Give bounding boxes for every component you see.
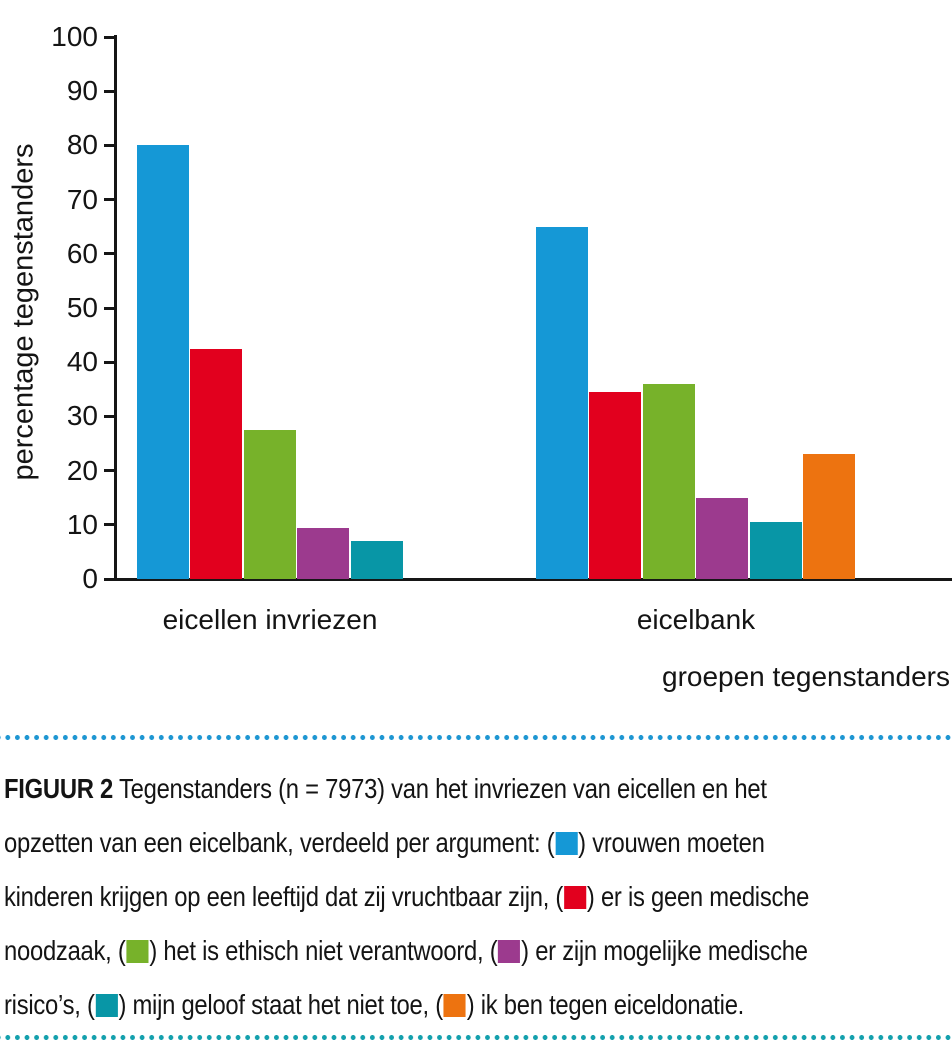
- y-axis-line: [114, 35, 117, 581]
- y-tick: [104, 577, 115, 581]
- caption-figure-label: FIGUUR 2: [4, 773, 114, 804]
- bar-eicellen-invriezen-series-2: [243, 429, 296, 579]
- y-tick: [104, 414, 115, 418]
- separator-top: [0, 734, 952, 741]
- y-tick-label: 40: [66, 346, 98, 378]
- y-tick: [104, 35, 115, 39]
- y-tick: [104, 523, 115, 527]
- y-tick-label: 90: [66, 75, 98, 107]
- y-tick: [104, 89, 115, 93]
- bar-eicellen-invriezen-series-4: [350, 541, 403, 579]
- bar-eicelbank-series-1: [589, 392, 642, 579]
- bar-eicelbank-series-2: [642, 383, 695, 579]
- y-tick-label: 30: [66, 400, 98, 432]
- y-tick: [104, 360, 115, 364]
- bar-eicellen-invriezen-series-0: [137, 145, 189, 579]
- legend-swatch-icon: [555, 832, 578, 855]
- legend-swatch-icon: [498, 940, 521, 963]
- bar-eicelbank-series-0: [536, 226, 588, 579]
- figure-caption: FIGUUR 2 Tegenstanders (n = 7973) van he…: [4, 762, 809, 1032]
- caption-line: kinderen krijgen op een leeftijd dat zij…: [4, 881, 810, 912]
- y-tick: [104, 143, 115, 147]
- x-axis-line: [114, 578, 952, 581]
- y-tick-label: 0: [82, 563, 98, 594]
- bar-eicelbank-series-4: [749, 522, 802, 579]
- legend-swatch-icon: [563, 886, 587, 909]
- y-tick-label: 70: [66, 183, 98, 215]
- caption-line: opzetten van een eicelbank, verdeeld per…: [4, 827, 765, 858]
- y-tick-label: 10: [66, 508, 98, 540]
- bar-eicellen-invriezen-series-1: [190, 348, 243, 579]
- category-label: eicelbank: [636, 604, 756, 635]
- caption-line: risico’s, () mijn geloof staat het niet …: [4, 989, 745, 1020]
- legend-swatch-icon: [126, 940, 149, 963]
- y-tick-label: 60: [66, 237, 98, 269]
- caption-line: FIGUUR 2 Tegenstanders (n = 7973) van he…: [4, 773, 767, 804]
- x-axis-label: groepen tegenstanders: [662, 661, 950, 692]
- y-tick: [104, 469, 115, 473]
- bar-eicelbank-series-5: [803, 454, 855, 579]
- y-tick: [104, 252, 115, 256]
- category-label: eicellen invriezen: [162, 604, 378, 635]
- legend-swatch-icon: [95, 994, 118, 1017]
- legend-swatch-icon: [443, 994, 466, 1017]
- y-tick: [104, 198, 115, 202]
- bar-eicellen-invriezen-series-3: [297, 527, 350, 579]
- y-tick-label: 20: [66, 454, 98, 486]
- caption-line: noodzaak, () het is ethisch niet verantw…: [4, 935, 808, 966]
- separator-bottom: [0, 1034, 952, 1041]
- y-tick-label: 80: [66, 129, 98, 161]
- y-tick-label: 100: [51, 21, 98, 52]
- bar-eicelbank-series-3: [696, 497, 749, 579]
- y-tick-label: 50: [66, 292, 98, 323]
- y-tick: [104, 306, 115, 310]
